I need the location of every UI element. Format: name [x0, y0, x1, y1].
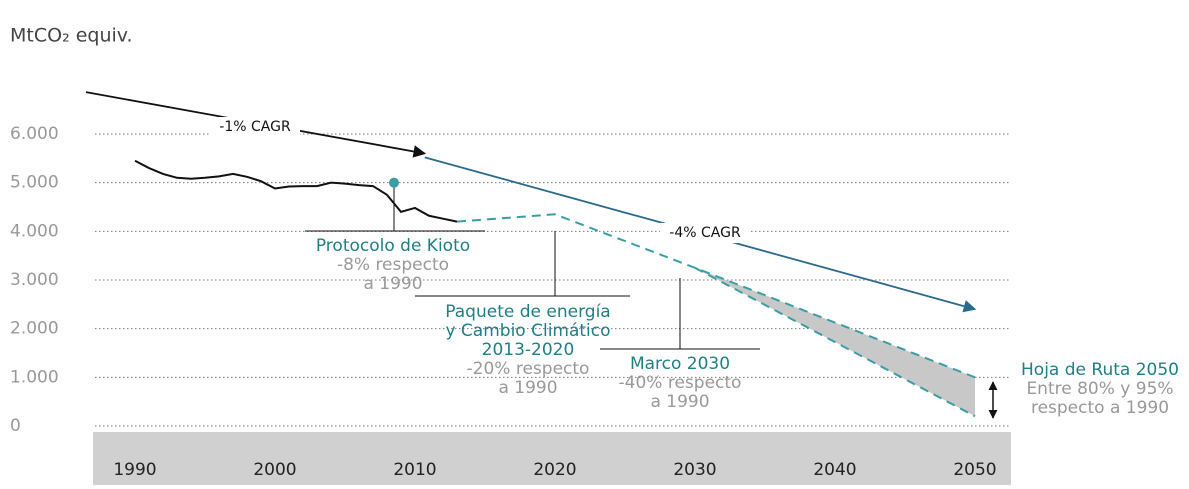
y-tick-label: 5.000 [10, 173, 59, 193]
x-tick-label: 2030 [673, 460, 716, 480]
x-tick-label: 1990 [113, 460, 156, 480]
x-tick-label: 2040 [813, 460, 856, 480]
trend-label: -1% CAGR [219, 119, 291, 135]
target-point [389, 177, 399, 188]
y-axis-label: MtCO₂ equiv. [10, 25, 133, 47]
annotation-text: a 1990 [363, 274, 422, 294]
annotation-text: -8% respecto [337, 255, 449, 275]
x-tick-label: 2050 [953, 460, 996, 480]
annotation-text: -40% respecto [619, 373, 742, 393]
annotation-text: a 1990 [650, 392, 709, 412]
y-tick-label: 2.000 [10, 319, 59, 339]
annotation-text: a 1990 [498, 378, 557, 398]
annotation-title: Paquete de energía [445, 302, 610, 322]
annotation-title: y Cambio Climático [445, 321, 610, 341]
series-line [694, 266, 976, 418]
x-tick-label: 2010 [393, 460, 436, 480]
series-line [456, 213, 976, 379]
y-tick-label: 4.000 [10, 221, 59, 241]
label-bg [210, 117, 300, 137]
label-bg [660, 223, 750, 243]
x-tick-label: 2020 [533, 460, 576, 480]
x-tick-label: 2000 [253, 460, 296, 480]
trend-label: -4% CAGR [669, 225, 741, 241]
series-line [134, 159, 458, 223]
annotation-text: respecto a 1990 [1031, 398, 1169, 418]
annotation-title: Marco 2030 [630, 354, 730, 374]
y-tick-label: 3.000 [10, 270, 59, 290]
y-tick-label: 1.000 [10, 367, 59, 387]
y-tick-label: 6.000 [10, 124, 59, 144]
x-axis-band [93, 432, 1011, 485]
annotation-title: Protocolo de Kioto [316, 236, 470, 256]
y-tick-label: 0 [10, 416, 21, 436]
annotation-text: -20% respecto [467, 359, 590, 379]
annotation-title: Hoja de Ruta 2050 [1021, 360, 1179, 380]
annotation-text: Entre 80% y 95% [1026, 379, 1173, 399]
annotation-title: 2013-2020 [482, 340, 575, 360]
